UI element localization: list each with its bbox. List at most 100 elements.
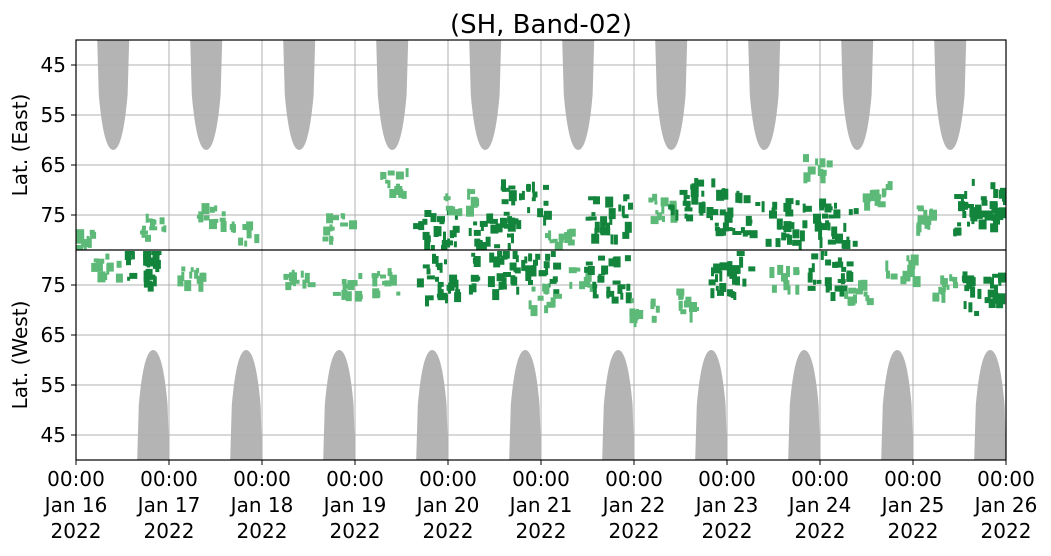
detection-block xyxy=(446,240,453,246)
y-tick-label-bottom-3: 45 xyxy=(41,423,66,447)
detection-block xyxy=(473,256,481,267)
detection-block xyxy=(606,290,615,297)
detection-block xyxy=(585,261,593,266)
detection-block xyxy=(962,271,968,282)
detection-block xyxy=(254,234,260,244)
detection-block xyxy=(885,260,889,272)
no-coverage-region-bottom-5 xyxy=(602,350,635,460)
detection-block xyxy=(670,212,678,223)
detection-block xyxy=(722,222,729,232)
detection-block xyxy=(246,221,254,231)
detection-block xyxy=(846,236,850,241)
detection-block xyxy=(131,251,135,260)
detection-block xyxy=(418,221,425,231)
detection-block xyxy=(426,275,435,280)
x-tick-label-line: 2022 xyxy=(516,519,567,543)
detection-block xyxy=(203,215,210,221)
detection-block xyxy=(209,206,215,213)
detection-block xyxy=(413,223,420,230)
detection-block xyxy=(394,186,403,195)
detection-block xyxy=(428,295,434,301)
detection-block xyxy=(840,273,845,285)
detection-cluster-26 xyxy=(668,178,719,222)
detection-block xyxy=(679,189,688,195)
detection-block xyxy=(622,214,629,219)
detection-block xyxy=(749,230,758,239)
detection-block xyxy=(395,171,404,180)
detection-block xyxy=(923,215,932,225)
detection-block xyxy=(966,275,975,287)
detection-cluster-8 xyxy=(322,213,357,245)
detection-block xyxy=(988,301,996,308)
detection-block xyxy=(285,282,292,291)
detection-block xyxy=(466,205,474,217)
detection-block xyxy=(344,283,350,289)
detection-block xyxy=(675,209,679,221)
detection-block xyxy=(816,279,822,284)
x-tick-label-line: 00:00 xyxy=(233,467,291,491)
x-tick-label-line: 00:00 xyxy=(140,467,198,491)
detection-block xyxy=(467,188,471,200)
detection-block xyxy=(684,213,688,219)
detection-block xyxy=(389,189,397,198)
detection-block xyxy=(500,217,507,228)
detection-block xyxy=(496,257,505,265)
detection-block xyxy=(181,266,186,272)
detection-block xyxy=(608,258,615,267)
detection-block xyxy=(815,158,819,166)
detection-cluster-34 xyxy=(807,251,854,301)
detection-block xyxy=(384,280,392,287)
detection-block xyxy=(719,230,726,236)
detection-block xyxy=(358,273,363,279)
detection-block xyxy=(865,295,870,302)
detection-block xyxy=(508,190,517,202)
detection-block xyxy=(799,230,805,242)
detection-block xyxy=(341,279,346,284)
detection-block xyxy=(976,207,980,216)
detection-cluster-23 xyxy=(584,255,632,304)
detection-block xyxy=(834,202,837,209)
detection-block xyxy=(860,279,868,291)
detection-block xyxy=(842,240,851,249)
detection-block xyxy=(736,251,745,256)
no-coverage-region-top-7 xyxy=(748,40,781,150)
detection-block xyxy=(726,265,733,277)
detection-block xyxy=(605,196,614,208)
detection-block xyxy=(798,240,802,250)
detection-block xyxy=(516,286,520,295)
detection-block xyxy=(848,298,854,306)
detection-block xyxy=(795,200,800,206)
detection-block xyxy=(512,251,518,259)
detection-block xyxy=(289,272,297,282)
detection-block xyxy=(701,190,705,197)
detection-block xyxy=(106,262,114,272)
detection-block xyxy=(200,272,206,279)
detection-block xyxy=(715,274,718,283)
detection-block xyxy=(739,256,744,268)
detection-block xyxy=(968,302,973,313)
detection-block xyxy=(601,265,609,275)
detection-block xyxy=(622,231,630,239)
no-coverage-region-bottom-4 xyxy=(509,350,542,460)
detection-block xyxy=(824,277,832,287)
detection-block xyxy=(485,236,491,247)
detection-block xyxy=(626,283,631,291)
detection-block xyxy=(777,223,781,230)
detection-block xyxy=(507,233,512,238)
detection-block xyxy=(755,202,761,206)
detection-block xyxy=(283,273,291,278)
detection-block xyxy=(498,283,502,290)
detection-block xyxy=(958,201,965,212)
detection-block xyxy=(727,261,733,269)
detection-block xyxy=(151,219,157,225)
detection-block xyxy=(814,221,822,232)
detection-block xyxy=(906,255,910,262)
detection-block xyxy=(304,272,310,283)
detection-block xyxy=(808,267,813,277)
detection-block xyxy=(436,263,441,271)
detection-block xyxy=(453,241,457,248)
detection-block xyxy=(650,301,655,310)
x-tick-label-line: 2022 xyxy=(981,519,1032,543)
detection-block xyxy=(430,213,437,223)
detection-block xyxy=(568,267,577,274)
